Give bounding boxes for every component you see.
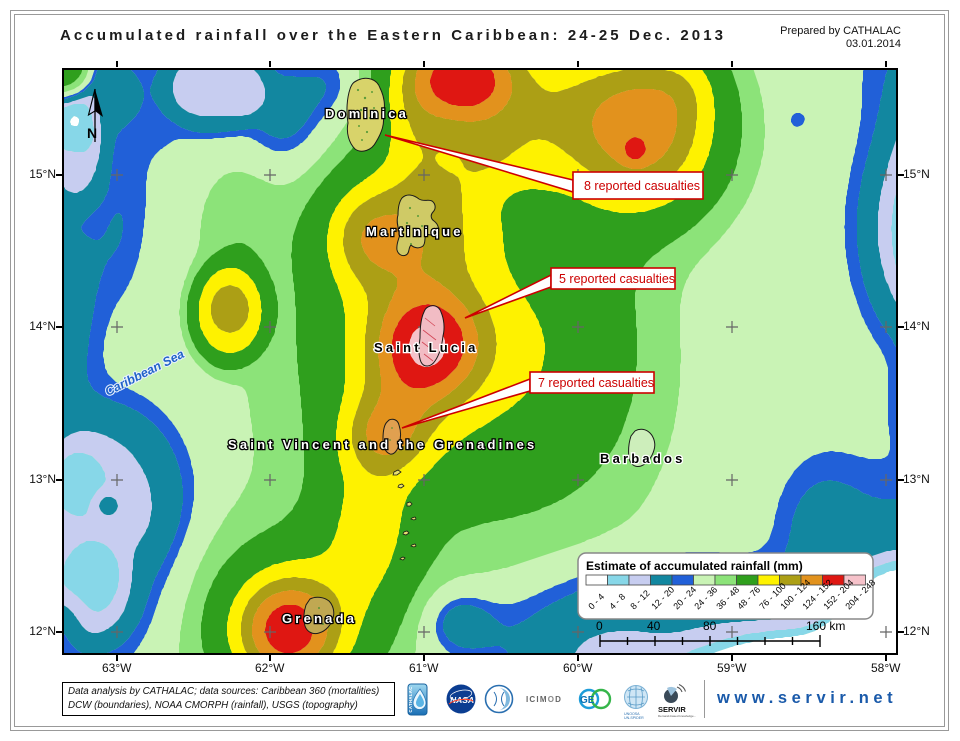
svg-text:Estimate of accumulated rainfa: Estimate of accumulated rainfall (mm) [586,559,803,573]
svg-text:ICIMOD: ICIMOD [526,695,562,704]
svg-text:GE: GE [580,695,595,706]
svg-text:Martinique: Martinique [366,224,464,239]
svg-text:7 reported casualties: 7 reported casualties [538,376,654,390]
svg-text:SERVIR: SERVIR [658,705,686,714]
svg-text:Barbados: Barbados [600,451,686,466]
svg-text:80: 80 [703,619,717,633]
svg-text:NASA: NASA [450,695,474,705]
svg-text:UNOOSA: UNOOSA [624,712,640,716]
svg-text:Saint Lucia: Saint Lucia [374,340,479,355]
svg-text:160 km: 160 km [806,619,845,633]
svg-text:Dominica: Dominica [325,106,409,121]
svg-text:N: N [87,125,97,141]
svg-text:Saint Vincent and the Grenadin: Saint Vincent and the Grenadines [228,437,538,452]
svg-text:40: 40 [647,619,661,633]
svg-text:0: 0 [596,619,603,633]
svg-text:Demand-based knowledge...: Demand-based knowledge... [658,714,696,718]
svg-text:CATHALAC: CATHALAC [408,686,413,712]
svg-text:Grenada: Grenada [282,611,357,626]
svg-text:UN-SPIDER: UN-SPIDER [624,716,644,720]
svg-text:8 reported casualties: 8 reported casualties [584,179,700,193]
svg-text:5 reported casualties: 5 reported casualties [559,272,675,286]
